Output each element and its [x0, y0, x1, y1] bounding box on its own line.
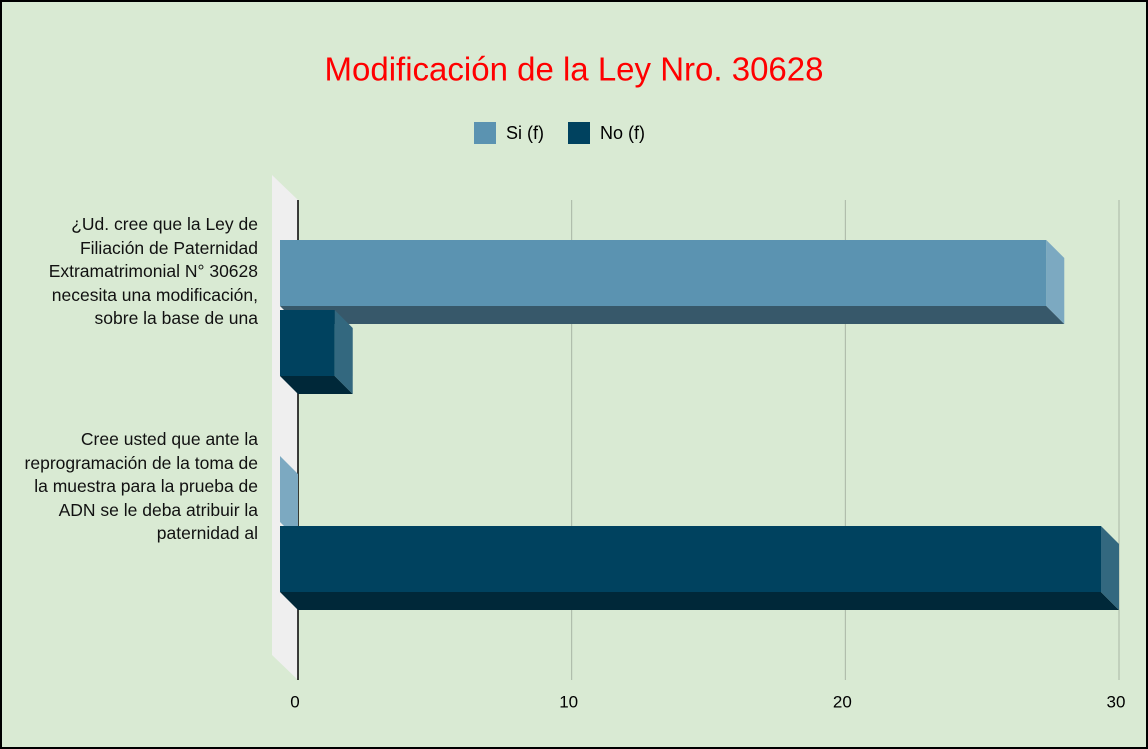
bar-side	[334, 310, 353, 394]
x-tick-label: 0	[290, 692, 299, 711]
legend-label: No (f)	[600, 123, 645, 143]
bar-front	[280, 526, 1101, 592]
bar-side	[1046, 240, 1065, 324]
y-tick-label: ¿Ud. cree que la Ley de Filiación de Pat…	[48, 214, 258, 328]
bar	[280, 456, 298, 540]
y-tick-label: Cree usted que ante la reprogramación de…	[24, 429, 258, 543]
x-tick-label: 20	[833, 692, 852, 711]
x-tick-label: 10	[559, 692, 578, 711]
bar	[280, 526, 1119, 610]
bar-bottom	[280, 376, 353, 394]
bar-front	[280, 240, 1047, 306]
bar	[280, 310, 353, 394]
legend-label: Si (f)	[506, 123, 544, 143]
bar-side	[1101, 526, 1119, 610]
x-tick-label: 30	[1107, 692, 1126, 711]
bar-side	[280, 456, 298, 540]
bar-bottom	[280, 592, 1119, 610]
chart-title: Modificación de la Ley Nro. 30628	[325, 51, 824, 88]
legend-swatch	[568, 122, 590, 144]
bar	[280, 240, 1065, 324]
legend-swatch	[474, 122, 496, 144]
bar-bottom	[280, 306, 1065, 324]
bar-front	[280, 310, 335, 376]
